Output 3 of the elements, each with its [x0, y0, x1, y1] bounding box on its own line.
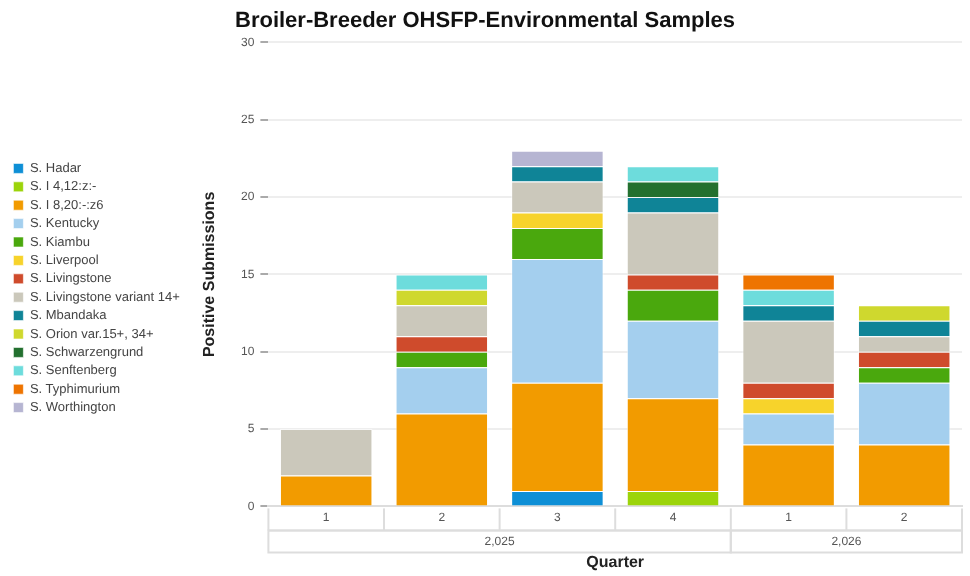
y-axis-title: Positive Submissions [199, 190, 218, 358]
chart-title: Broiler-Breeder OHSFP-Environmental Samples [234, 9, 736, 34]
x-axis-title: Quarter [586, 552, 645, 571]
